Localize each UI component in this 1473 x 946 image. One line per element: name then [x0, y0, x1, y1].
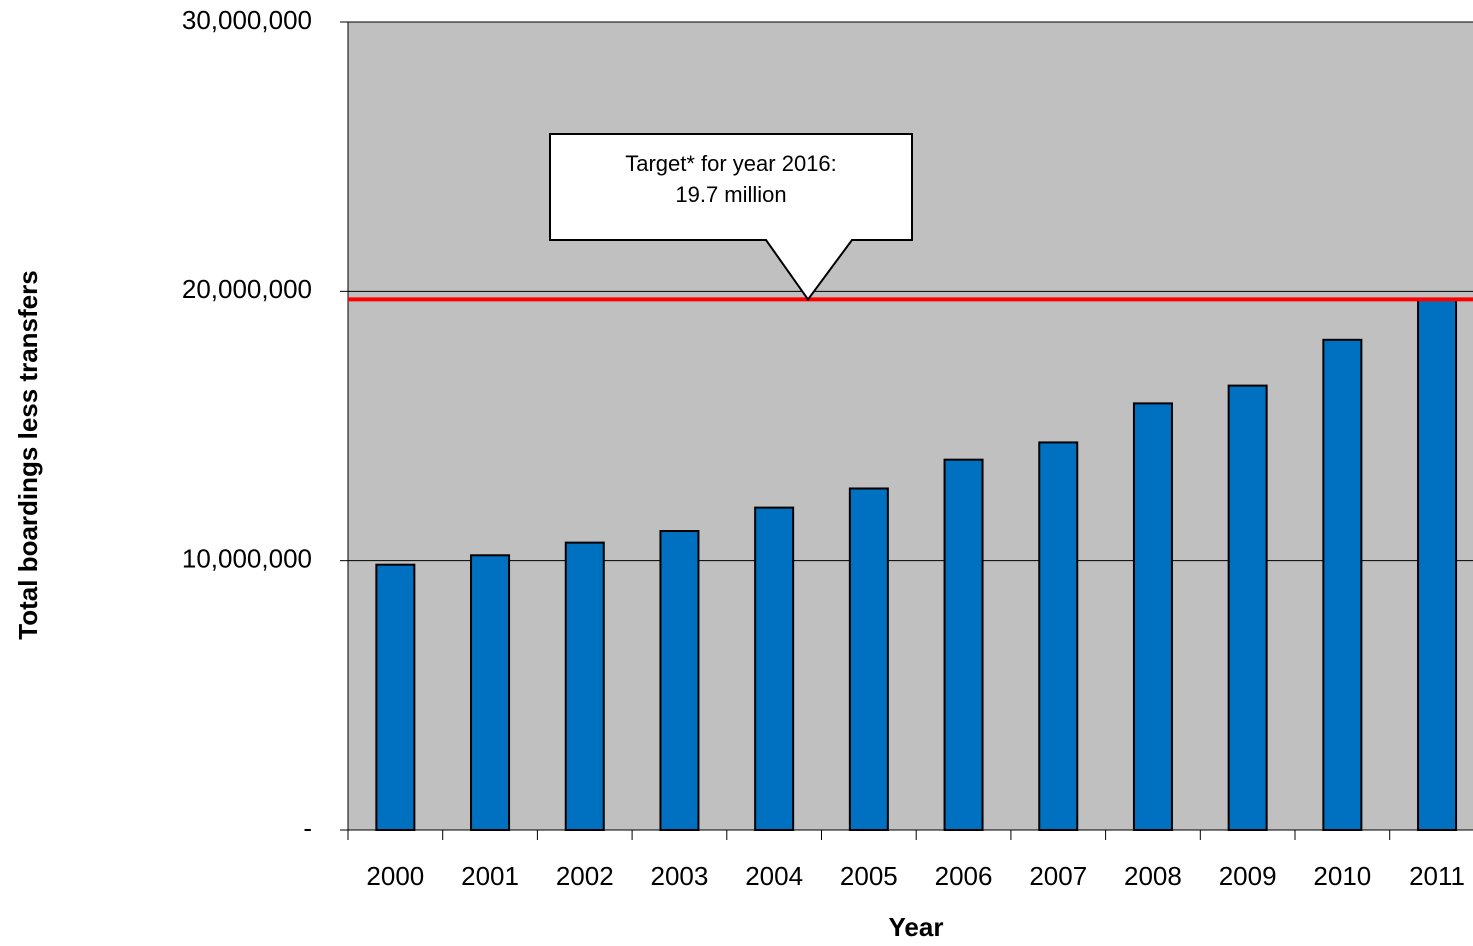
bar — [470, 554, 511, 832]
x-tick-label: 2002 — [556, 861, 614, 891]
bar — [1322, 338, 1363, 831]
x-tick-label: 2009 — [1219, 861, 1277, 891]
y-tick-label: - — [303, 813, 312, 843]
bar — [564, 541, 605, 831]
x-tick-label: 2011 — [1409, 861, 1465, 891]
x-axis-title: Year — [889, 912, 944, 942]
x-tick-label: 2008 — [1124, 861, 1182, 891]
bar — [1038, 441, 1079, 831]
y-tick-label: 20,000,000 — [182, 274, 312, 304]
bar — [848, 487, 889, 831]
x-tick-label: 2007 — [1029, 861, 1087, 891]
x-tick-label: 2001 — [461, 861, 519, 891]
y-tick-label: 10,000,000 — [182, 544, 312, 574]
x-tick-label: 2004 — [745, 861, 803, 891]
bar — [1132, 402, 1173, 831]
x-tick-label: 2005 — [840, 861, 898, 891]
x-tick-label: 2000 — [366, 861, 424, 891]
bar — [754, 506, 795, 831]
x-tick-label: 2003 — [651, 861, 709, 891]
bar — [375, 563, 416, 831]
bar — [943, 458, 984, 831]
bar — [659, 530, 700, 831]
bar — [1417, 298, 1458, 831]
bar — [1227, 384, 1268, 831]
annotation: 19.7 million — [675, 182, 786, 207]
x-tick-label: 2010 — [1313, 861, 1371, 891]
callout — [549, 133, 913, 302]
annotation: Target* for year 2016: — [625, 151, 837, 176]
y-tick-label: 30,000,000 — [182, 5, 312, 35]
y-axis-title: Total boardings less transfers — [13, 270, 43, 639]
x-tick-label: 2006 — [935, 861, 993, 891]
